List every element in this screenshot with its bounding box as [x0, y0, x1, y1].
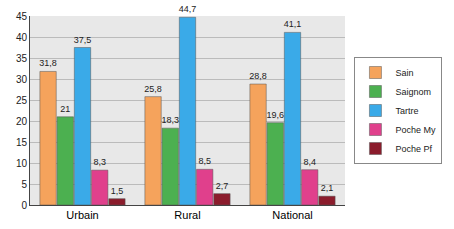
svg-text:8,4: 8,4: [303, 157, 316, 167]
svg-text:20: 20: [16, 116, 28, 127]
svg-text:21: 21: [60, 104, 70, 114]
svg-text:19,6: 19,6: [267, 110, 285, 120]
svg-text:10: 10: [16, 158, 28, 169]
svg-text:2,1: 2,1: [321, 183, 334, 193]
svg-text:44,7: 44,7: [179, 4, 197, 14]
svg-text:25,8: 25,8: [144, 84, 162, 94]
svg-text:45: 45: [16, 11, 28, 22]
svg-text:8,5: 8,5: [198, 156, 211, 166]
svg-text:15: 15: [16, 137, 28, 148]
svg-text:0: 0: [21, 200, 27, 211]
svg-text:2,7: 2,7: [216, 181, 229, 191]
svg-text:1,5: 1,5: [111, 186, 124, 196]
svg-text:Sain: Sain: [395, 68, 413, 78]
svg-text:8,3: 8,3: [93, 157, 106, 167]
svg-text:Rural: Rural: [174, 209, 200, 221]
svg-text:28,8: 28,8: [249, 71, 267, 81]
svg-text:35: 35: [16, 53, 28, 64]
svg-text:Tartre: Tartre: [395, 106, 418, 116]
svg-text:41,1: 41,1: [284, 19, 302, 29]
svg-text:37,5: 37,5: [74, 35, 92, 45]
svg-text:Poche My: Poche My: [395, 125, 436, 135]
svg-text:30: 30: [16, 74, 28, 85]
svg-text:Urbain: Urbain: [66, 209, 98, 221]
svg-text:Poche Pf: Poche Pf: [395, 144, 432, 154]
svg-text:25: 25: [16, 95, 28, 106]
svg-text:40: 40: [16, 32, 28, 43]
svg-text:Saignom: Saignom: [395, 87, 431, 97]
svg-text:18,3: 18,3: [162, 115, 180, 125]
svg-text:5: 5: [21, 179, 27, 190]
svg-text:National: National: [272, 209, 312, 221]
svg-text:31,8: 31,8: [39, 58, 57, 68]
